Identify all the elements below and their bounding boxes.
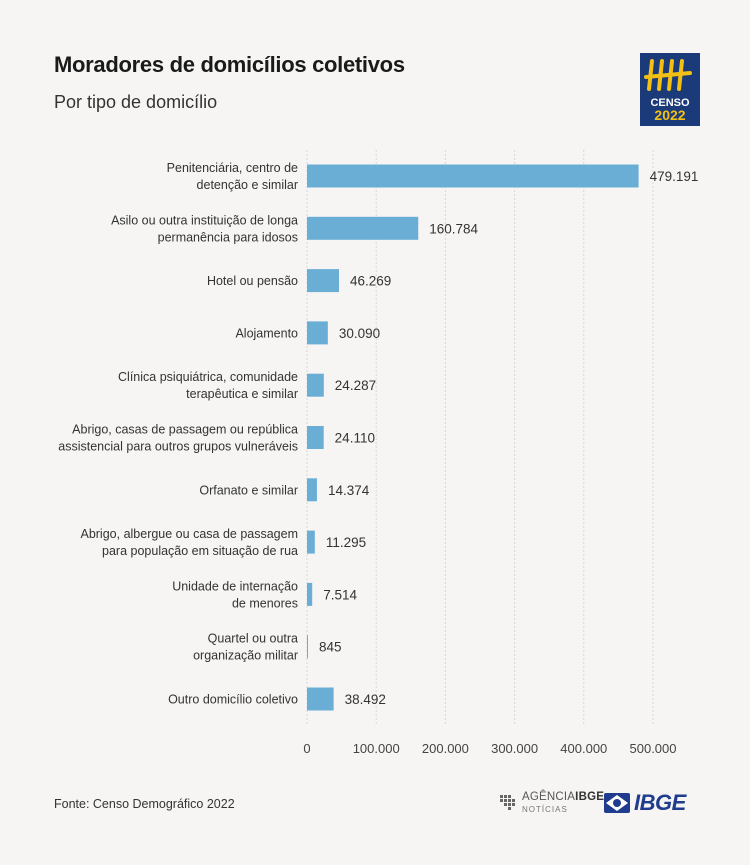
bar-value-label: 24.110 bbox=[335, 431, 375, 446]
brazil-map-icon bbox=[500, 795, 515, 810]
category-label-line: de menores bbox=[232, 596, 298, 610]
x-tick-label: 300.000 bbox=[491, 741, 538, 756]
category-label-line: Unidade de internação bbox=[172, 579, 298, 593]
x-tick-label: 100.000 bbox=[353, 741, 400, 756]
category-label-line: Outro domicílio coletivo bbox=[168, 693, 298, 707]
category-label: Quartel ou outra organização militar bbox=[193, 632, 298, 663]
bar bbox=[307, 687, 334, 711]
bar-value-label: 11.295 bbox=[326, 535, 366, 550]
censo-2022-logo-icon: CENSO 2022 bbox=[640, 53, 700, 126]
bar-value-label: 46.269 bbox=[350, 274, 391, 289]
chart-subtitle: Por tipo de domicílio bbox=[54, 92, 218, 112]
x-tick-label: 500.000 bbox=[630, 741, 677, 756]
source-note: Fonte: Censo Demográfico 2022 bbox=[54, 797, 235, 811]
ibge-diamond-icon bbox=[604, 793, 630, 813]
category-label-line: detenção e similar bbox=[197, 178, 298, 192]
bar bbox=[307, 582, 313, 606]
category-label: Abrigo, casas de passagem ou república as… bbox=[58, 423, 298, 454]
bar bbox=[307, 164, 639, 188]
category-label-line: Penitenciária, centro de bbox=[167, 161, 298, 175]
category-label: Unidade de internação de menores bbox=[172, 579, 298, 610]
bar bbox=[307, 216, 419, 240]
category-label-line: permanência para idosos bbox=[158, 230, 298, 244]
agencia-prefix: AGÊNCIA bbox=[522, 791, 576, 804]
bar-value-label: 845 bbox=[319, 640, 342, 655]
ibge-wordmark: IBGE bbox=[634, 790, 686, 815]
bar bbox=[307, 530, 315, 554]
bar bbox=[307, 373, 324, 397]
category-label-line: Clínica psiquiátrica, comunidade bbox=[118, 370, 298, 384]
x-tick-label: 200.000 bbox=[422, 741, 469, 756]
agencia-sub: NOTÍCIAS bbox=[522, 804, 568, 814]
category-label-line: organização militar bbox=[193, 649, 298, 663]
category-label-line: assistencial para outros grupos vulneráv… bbox=[58, 440, 298, 454]
category-label: Outro domicílio coletivo bbox=[168, 693, 298, 707]
category-label: Abrigo, albergue ou casa de passagem para… bbox=[80, 527, 298, 558]
logo-censo-text: CENSO bbox=[650, 97, 690, 109]
agencia-ibge-logo: AGÊNCIAIBGE NOTÍCIAS bbox=[498, 790, 604, 816]
bar-value-label: 30.090 bbox=[339, 326, 380, 341]
category-label-line: Hotel ou pensão bbox=[207, 274, 298, 288]
bar bbox=[307, 321, 328, 345]
category-label-line: Abrigo, casas de passagem ou república bbox=[72, 423, 298, 437]
category-label-line: Asilo ou outra instituição de longa bbox=[111, 213, 298, 227]
bar-value-label: 7.514 bbox=[323, 587, 357, 602]
category-label-line: Alojamento bbox=[235, 326, 298, 340]
bar-value-label: 14.374 bbox=[328, 483, 370, 498]
category-label-line: Quartel ou outra bbox=[208, 632, 298, 646]
bar bbox=[307, 269, 340, 293]
bar-value-label: 160.784 bbox=[429, 221, 478, 236]
category-label: Clínica psiquiátrica, comunidade terapêut… bbox=[118, 370, 298, 401]
ibge-logo: IBGE bbox=[603, 788, 686, 818]
category-label: Asilo ou outra instituição de longa perma… bbox=[111, 213, 298, 244]
category-label: Orfanato e similar bbox=[199, 483, 298, 497]
agencia-brand: IBGE bbox=[575, 791, 605, 804]
bar bbox=[307, 426, 324, 449]
category-label-line: Abrigo, albergue ou casa de passagem bbox=[80, 527, 298, 541]
bar bbox=[307, 635, 308, 659]
category-label-line: terapêutica e similar bbox=[186, 387, 298, 401]
x-tick-label: 0 bbox=[303, 741, 310, 756]
bar-value-label: 38.492 bbox=[345, 692, 386, 707]
x-tick-label: 400.000 bbox=[560, 741, 607, 756]
logo-year-text: 2022 bbox=[654, 107, 685, 123]
category-label: Hotel ou pensão bbox=[207, 274, 298, 288]
chart-title: Moradores de domicílios coletivos bbox=[54, 52, 405, 77]
bar-value-label: 24.287 bbox=[335, 378, 376, 393]
bar bbox=[307, 478, 317, 502]
category-label: Penitenciária, centro de detenção e simil… bbox=[167, 161, 298, 192]
category-label: Alojamento bbox=[235, 326, 298, 340]
category-label-line: Orfanato e similar bbox=[199, 483, 298, 497]
category-label-line: para população em situação de rua bbox=[102, 544, 298, 558]
bar-value-label: 479.191 bbox=[650, 169, 699, 184]
